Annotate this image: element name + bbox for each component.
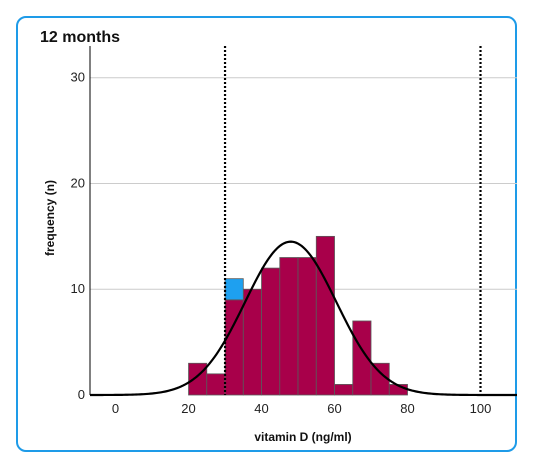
y-tick-label: 20 bbox=[71, 175, 85, 190]
y-tick-label: 0 bbox=[78, 387, 85, 402]
highlight-bar-segment bbox=[224, 278, 244, 301]
y-tick-label: 30 bbox=[71, 70, 85, 85]
histogram-bar bbox=[261, 267, 281, 396]
axes: 0 10 20 30 0 20 40 60 80 100 bbox=[71, 46, 492, 416]
y-axis-label: frequency (n) bbox=[43, 180, 57, 256]
x-tick-label: 0 bbox=[112, 401, 119, 416]
x-tick-label: 40 bbox=[254, 401, 268, 416]
histogram-bar bbox=[297, 257, 317, 396]
chart-title: 12 months bbox=[40, 29, 120, 46]
normal-curve-layer bbox=[90, 240, 517, 397]
x-tick-label: 60 bbox=[327, 401, 341, 416]
y-tick-label: 10 bbox=[71, 281, 85, 296]
histogram-bar bbox=[224, 299, 244, 396]
histogram-bar bbox=[315, 235, 335, 396]
x-tick-label: 100 bbox=[470, 401, 492, 416]
x-axis-label: vitamin D (ng/ml) bbox=[254, 430, 351, 444]
normal-curve bbox=[90, 240, 517, 397]
x-tick-label: 20 bbox=[181, 401, 195, 416]
histogram-bar bbox=[279, 257, 299, 396]
histogram-bar bbox=[352, 320, 372, 396]
x-tick-label: 80 bbox=[400, 401, 414, 416]
histogram-bar bbox=[206, 373, 226, 396]
histogram-bar bbox=[334, 384, 354, 396]
histogram-bar bbox=[242, 288, 262, 396]
histogram-bar bbox=[188, 362, 208, 396]
histogram-bars bbox=[188, 235, 408, 396]
